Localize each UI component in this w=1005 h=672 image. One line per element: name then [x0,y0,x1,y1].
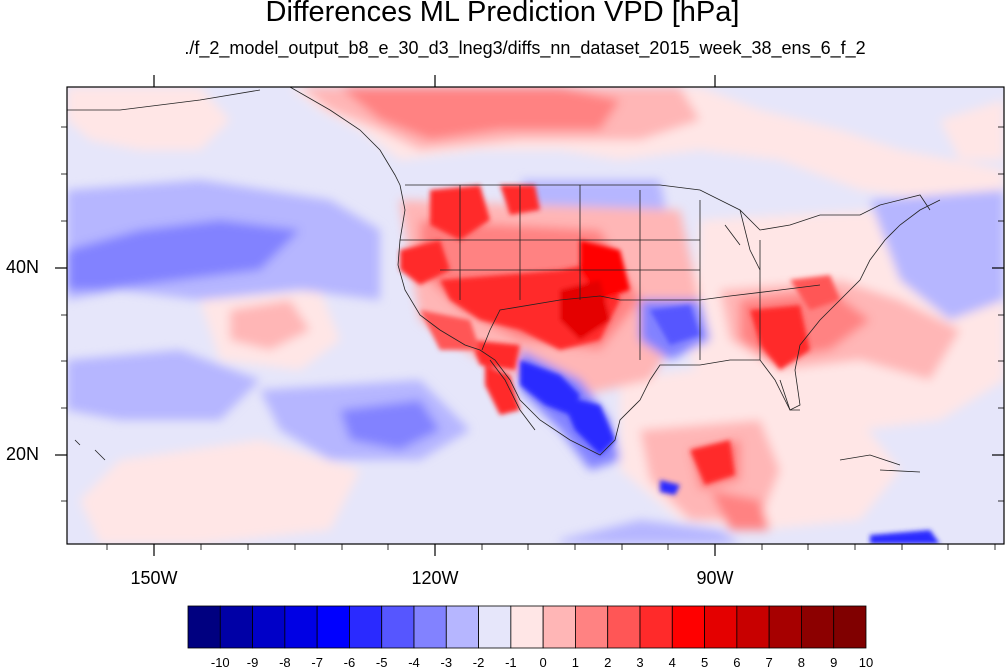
colorbar-tick-label: -1 [505,655,517,670]
colorbar-box [575,605,609,649]
lat-label-40n: 40N [6,257,40,277]
colorbar-tick-label: 3 [636,655,644,670]
colorbar-box [252,605,286,649]
colorbar-tick-label: -4 [408,655,420,670]
colorbar-box [542,605,576,649]
colorbar-box [639,605,673,649]
colorbar-box [768,605,802,649]
colorbar-tick-label: 4 [668,655,676,670]
lon-label-150w: 150W [130,568,178,588]
colorbar-box [704,605,738,649]
colorbar-tick-label: 7 [765,655,773,670]
colorbar-box [284,605,318,649]
colorbar-box [219,605,253,649]
colorbar-box [187,605,221,649]
lat-label-20n: 20N [6,444,40,464]
colorbar-box [349,605,383,649]
plot-frame [55,75,1005,556]
lon-label-90w: 90W [696,568,734,588]
colorbar-tick-label: -5 [375,655,388,670]
colorbar-box [801,605,835,649]
lon-label-120w: 120W [411,568,459,588]
colorbar-tick-label: 0 [539,655,547,670]
colorbar-box [445,605,479,649]
colorbar-box [316,605,350,649]
map-title: Differences ML Prediction VPD [hPa] [265,0,740,28]
colorbar-box [478,605,512,649]
colorbar [187,605,867,649]
colorbar-box [671,605,705,649]
colorbar-tick-label: 8 [797,655,806,670]
colorbar-box [413,605,447,649]
colorbar-tick-label: 2 [604,655,612,670]
colorbar-box [381,605,415,649]
colorbar-tick-label: 9 [830,655,838,670]
colorbar-tick-label: 6 [733,655,741,670]
map-subtitle: ./f_2_model_output_b8_e_30_d3_lneg3/diff… [184,38,866,58]
colorbar-box [833,605,867,649]
colorbar-tick-label: -8 [279,655,291,670]
colorbar-tick-label: -6 [343,655,356,670]
difference-field [67,87,1004,544]
colorbar-tick-label: 5 [700,655,709,670]
colorbar-tick-label: -10 [210,655,230,670]
colorbar-tick-label: 10 [858,655,874,670]
colorbar-tick-label: -7 [311,655,323,670]
colorbar-tick-label: -3 [440,655,453,670]
colorbar-box [736,605,770,649]
map-boundaries [67,87,941,473]
colorbar-box [607,605,641,649]
colorbar-tick-label: 1 [571,655,580,670]
colorbar-box [510,605,544,649]
colorbar-tick-label: -2 [472,655,485,670]
colorbar-tick-label: -9 [246,655,259,670]
